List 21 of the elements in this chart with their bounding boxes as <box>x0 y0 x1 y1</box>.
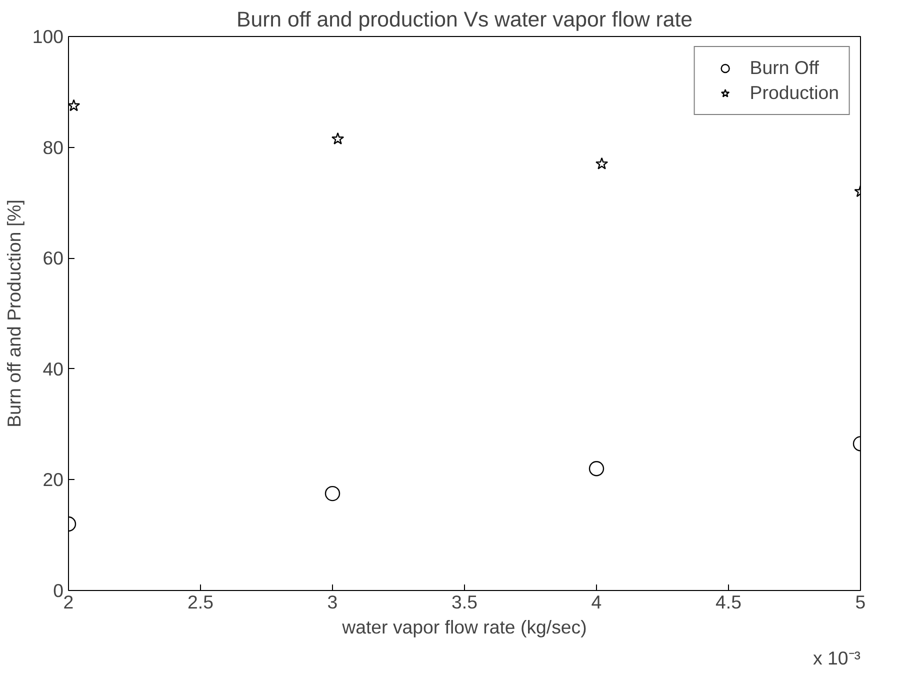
x-tick-label: 4 <box>591 592 602 612</box>
x-axis-title: water vapor flow rate (kg/sec) <box>341 616 587 638</box>
x-tick-label: 4.5 <box>716 592 742 612</box>
text: x 10⁻³ <box>813 648 861 668</box>
y-tick-label: 20 <box>42 469 64 490</box>
legend-label: Production <box>750 82 839 104</box>
x-tick-label: 3.5 <box>452 592 478 612</box>
x-tick-label: 2.5 <box>188 592 214 612</box>
point <box>68 99 80 112</box>
y-axis-title: Burn off and Production [%] <box>3 200 24 428</box>
legend-label: Burn Off <box>750 57 819 79</box>
y-tick-label: 40 <box>42 358 64 380</box>
x-tick-label: 5 <box>855 592 866 612</box>
y-tick-label: 60 <box>42 248 64 269</box>
x-tick-label: 3 <box>327 592 338 612</box>
y-tick-label: 0 <box>53 580 64 601</box>
y-tick-label: 80 <box>42 136 64 158</box>
y-tick-label: 100 <box>32 26 64 47</box>
x-tick-label: 2 <box>63 592 74 612</box>
chart-title: Burn off and production Vs water vapor flow rate <box>236 8 693 32</box>
point <box>331 132 344 144</box>
